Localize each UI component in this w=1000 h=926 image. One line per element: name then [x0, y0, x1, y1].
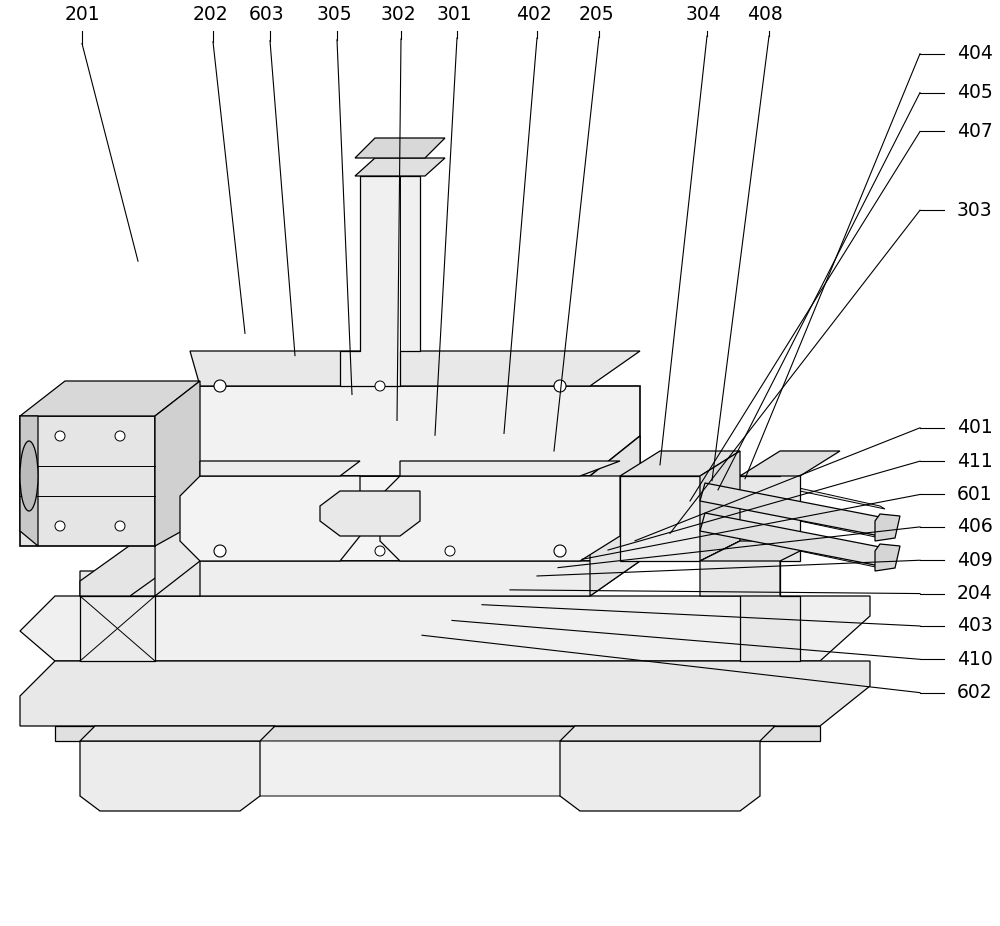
Circle shape	[445, 546, 455, 556]
Polygon shape	[355, 158, 445, 176]
Polygon shape	[380, 476, 620, 561]
Polygon shape	[320, 491, 420, 536]
Polygon shape	[80, 561, 200, 596]
Text: 408: 408	[747, 5, 783, 24]
Polygon shape	[20, 416, 155, 546]
Circle shape	[115, 431, 125, 441]
Text: 305: 305	[316, 5, 352, 24]
Text: 601: 601	[957, 485, 993, 504]
Text: 303: 303	[957, 201, 993, 219]
Text: 404: 404	[957, 44, 993, 63]
Text: 410: 410	[957, 650, 993, 669]
Polygon shape	[155, 476, 200, 596]
Text: 204: 204	[957, 584, 993, 603]
Circle shape	[554, 380, 566, 392]
Text: 603: 603	[249, 5, 285, 24]
Polygon shape	[700, 513, 885, 566]
Polygon shape	[180, 476, 360, 561]
Polygon shape	[700, 526, 885, 569]
Polygon shape	[400, 461, 620, 476]
Ellipse shape	[20, 441, 38, 511]
Circle shape	[115, 521, 125, 531]
Circle shape	[554, 545, 566, 557]
Polygon shape	[80, 726, 275, 741]
Polygon shape	[355, 138, 445, 158]
Text: 304: 304	[685, 5, 721, 24]
Polygon shape	[55, 726, 820, 741]
Text: 403: 403	[957, 617, 993, 635]
Polygon shape	[700, 451, 740, 561]
Polygon shape	[560, 726, 775, 741]
Polygon shape	[700, 451, 800, 661]
Text: 201: 201	[64, 5, 100, 24]
Polygon shape	[620, 476, 700, 561]
Polygon shape	[230, 741, 575, 796]
Polygon shape	[700, 541, 820, 561]
Polygon shape	[190, 351, 640, 386]
Text: 202: 202	[192, 5, 228, 24]
Polygon shape	[700, 496, 885, 539]
Polygon shape	[20, 596, 870, 661]
Polygon shape	[700, 483, 885, 536]
Text: 407: 407	[957, 122, 993, 141]
Polygon shape	[620, 451, 740, 476]
Polygon shape	[340, 176, 420, 386]
Circle shape	[55, 431, 65, 441]
Polygon shape	[155, 436, 640, 596]
Polygon shape	[875, 544, 900, 571]
Circle shape	[55, 521, 65, 531]
Polygon shape	[80, 596, 155, 661]
Circle shape	[214, 545, 226, 557]
Polygon shape	[590, 436, 640, 596]
Polygon shape	[700, 481, 885, 524]
Text: 602: 602	[957, 683, 993, 702]
Polygon shape	[20, 416, 38, 546]
Polygon shape	[20, 381, 200, 416]
Text: 405: 405	[957, 83, 993, 102]
Circle shape	[375, 381, 385, 391]
Polygon shape	[80, 531, 200, 596]
Polygon shape	[700, 541, 780, 596]
Text: 402: 402	[516, 5, 552, 24]
Polygon shape	[700, 511, 885, 554]
Polygon shape	[740, 451, 840, 476]
Text: 409: 409	[957, 551, 993, 569]
Polygon shape	[155, 561, 640, 596]
Circle shape	[375, 546, 385, 556]
Text: 302: 302	[380, 5, 416, 24]
Circle shape	[214, 380, 226, 392]
Polygon shape	[560, 741, 760, 811]
Polygon shape	[80, 741, 260, 811]
Text: 411: 411	[957, 452, 993, 470]
Polygon shape	[875, 514, 900, 541]
Polygon shape	[155, 381, 200, 546]
Polygon shape	[20, 661, 870, 726]
Polygon shape	[155, 386, 640, 476]
Text: 205: 205	[578, 5, 614, 24]
Polygon shape	[200, 461, 360, 476]
Text: 401: 401	[957, 419, 993, 437]
Polygon shape	[700, 466, 885, 509]
Text: 301: 301	[436, 5, 472, 24]
Text: 406: 406	[957, 518, 993, 536]
